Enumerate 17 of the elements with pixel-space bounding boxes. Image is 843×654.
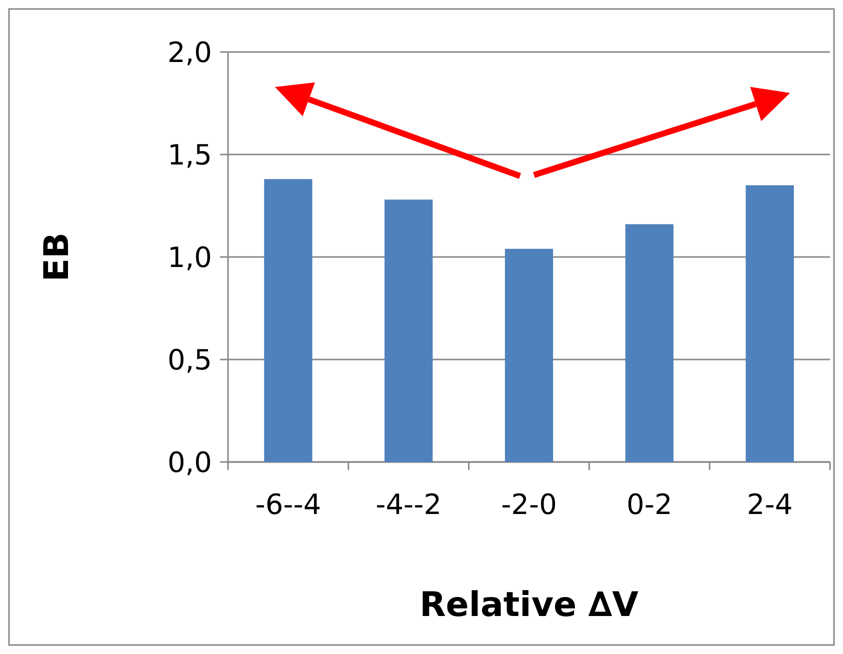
x-tick-label: -4--2 [376,488,442,521]
x-tick-label: 0-2 [626,488,672,521]
y-tick-label: 0,0 [167,446,212,479]
y-tick-label: 1,0 [167,240,212,274]
y-tick-label: 1,5 [167,138,212,172]
y-tick-label: 0,5 [167,343,212,376]
x-tick-label: 2-4 [746,488,793,521]
y-tick-label: 2,0 [167,36,212,69]
y-axis-title: EB [37,232,77,282]
bar [264,179,312,462]
bar [384,200,433,462]
x-tick-label: -2-0 [501,488,557,521]
bar [746,185,794,462]
x-tick-label: -6--4 [255,488,322,521]
bar [504,248,554,462]
x-axis-title: Relative ∆V [420,585,640,625]
bar [625,224,674,462]
